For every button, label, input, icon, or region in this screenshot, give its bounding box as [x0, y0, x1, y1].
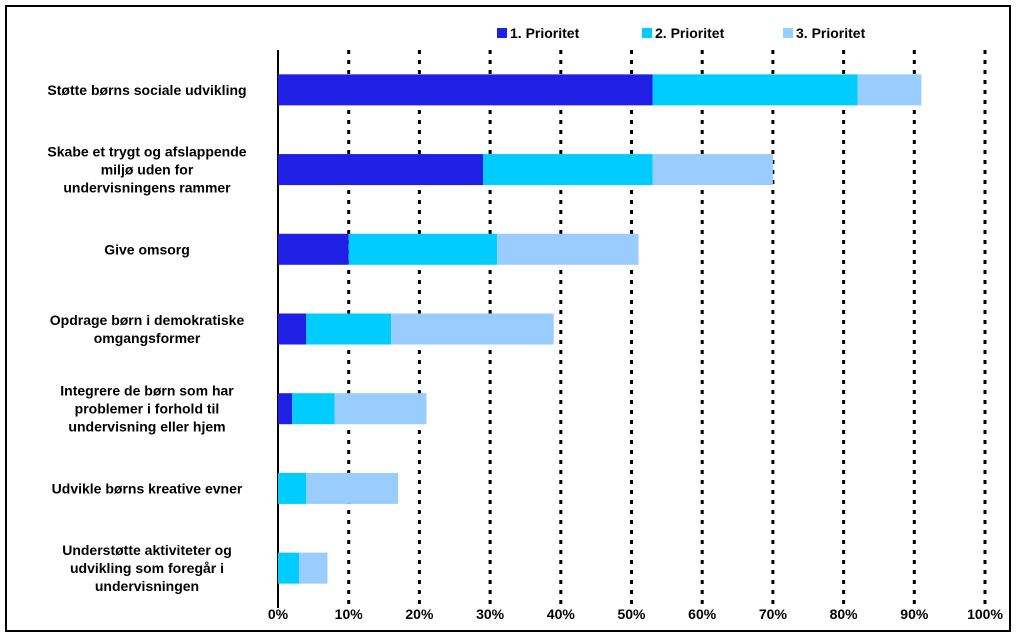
- category-label-1: Støtte børns sociale udvikling: [47, 82, 246, 98]
- bar-1-4: [278, 313, 307, 345]
- x-tick-label-4: 40%: [547, 606, 576, 622]
- legend-swatch-3: [783, 28, 793, 38]
- bar-1-1: [278, 74, 653, 106]
- bar-3-1: [857, 74, 922, 106]
- stacked-bar-chart: Støtte børns sociale udvikling Skabe et t…: [47, 25, 1003, 622]
- category-label-6: Udvikle børns kreative evner: [52, 480, 243, 496]
- category-label-2: Skabe et trygt og afslappende miljø uden …: [47, 144, 246, 196]
- x-tick-label-0: 0%: [268, 606, 289, 622]
- legend-label-2: 2. Prioritet: [655, 25, 725, 41]
- bar-1-3: [278, 233, 349, 265]
- x-tick-label-3: 30%: [476, 606, 505, 622]
- x-tick-label-1: 10%: [335, 606, 364, 622]
- x-tick-label-7: 70%: [759, 606, 788, 622]
- category-label-5: Integrere de børn som har problemer i for…: [60, 383, 234, 435]
- x-tick-label-10: 100%: [967, 606, 1003, 622]
- bar-1-5: [278, 393, 293, 425]
- x-tick-label-5: 50%: [617, 606, 646, 622]
- x-tick-label-6: 60%: [688, 606, 717, 622]
- bar-2-2: [483, 154, 653, 186]
- category-label-7: Understøtte aktiviteter og udvikling som …: [62, 542, 232, 594]
- category-label-4: Opdrage børn i demokratiske omgangsformer: [50, 312, 245, 346]
- bar-3-5: [334, 393, 427, 425]
- bar-2-6: [278, 472, 307, 504]
- bar-2-5: [292, 393, 335, 425]
- bar-3-3: [497, 233, 639, 265]
- bar-2-7: [278, 552, 300, 584]
- bar-1-2: [278, 154, 484, 186]
- legend-label-1: 1. Prioritet: [510, 25, 580, 41]
- bar-3-4: [391, 313, 554, 345]
- legend-swatch-2: [642, 28, 652, 38]
- x-tick-label-2: 20%: [405, 606, 434, 622]
- chart-frame: Støtte børns sociale udvikling Skabe et t…: [5, 5, 1011, 632]
- bar-3-6: [306, 472, 399, 504]
- legend-label-3: 3. Prioritet: [796, 25, 866, 41]
- category-label-3: Give omsorg: [104, 241, 190, 257]
- bar-2-3: [348, 233, 498, 265]
- x-tick-label-8: 80%: [830, 606, 859, 622]
- bar-3-2: [652, 154, 773, 186]
- x-tick-label-9: 90%: [900, 606, 929, 622]
- bar-3-7: [299, 552, 328, 584]
- bar-2-4: [306, 313, 392, 345]
- legend-swatch-1: [497, 28, 507, 38]
- bar-2-1: [652, 74, 858, 106]
